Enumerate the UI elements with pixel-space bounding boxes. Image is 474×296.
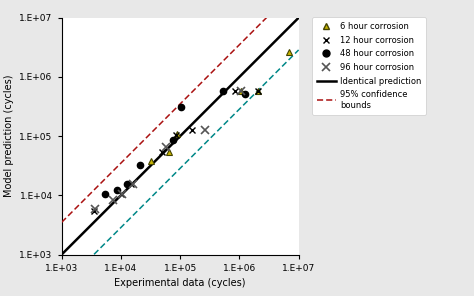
X-axis label: Experimental data (cycles): Experimental data (cycles): [114, 278, 246, 288]
Y-axis label: Model prediction (cycles): Model prediction (cycles): [4, 75, 14, 197]
Legend: 6 hour corrosion, 12 hour corrosion, 48 hour corrosion, 96 hour corrosion, Ident: 6 hour corrosion, 12 hour corrosion, 48 …: [312, 17, 426, 115]
